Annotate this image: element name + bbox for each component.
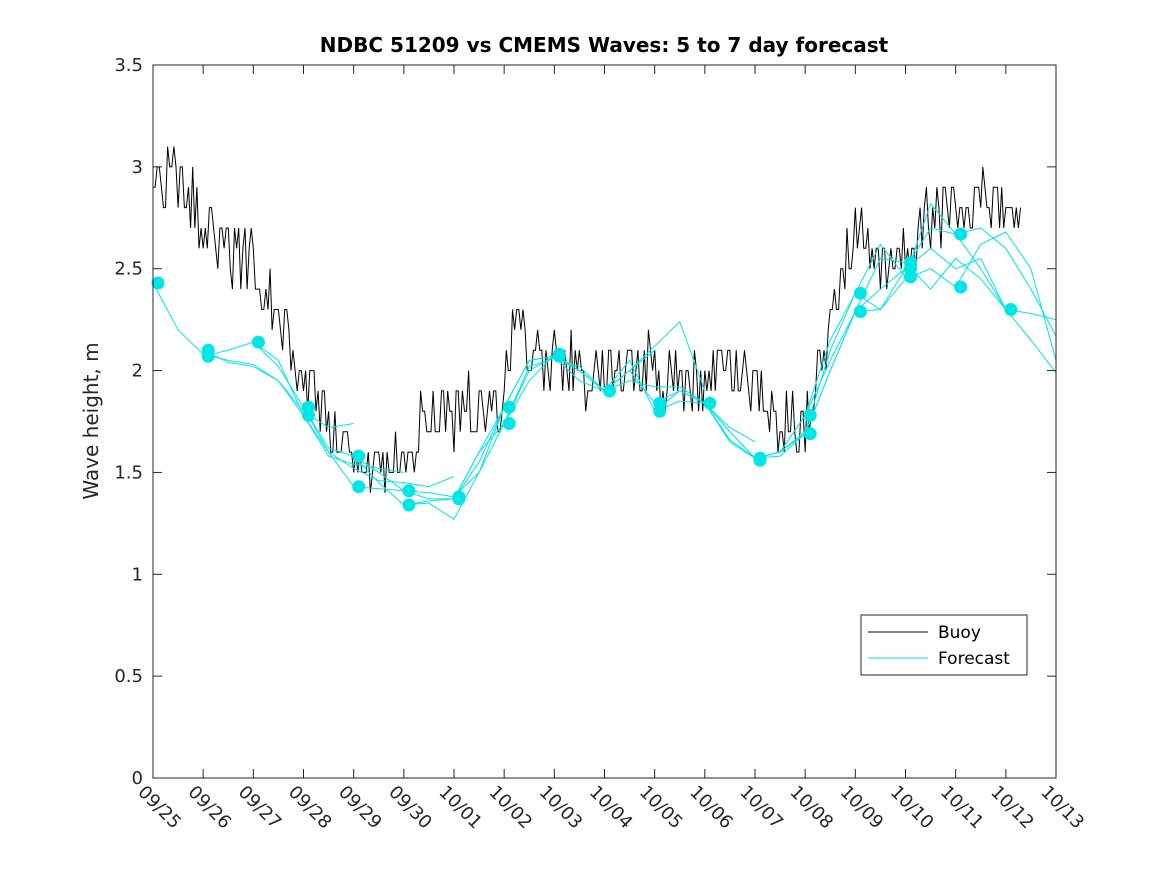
forecast-series-line bbox=[804, 227, 1057, 434]
legend-buoy-label: Buoy bbox=[938, 623, 981, 643]
forecast-start-marker bbox=[452, 492, 466, 506]
forecast-start-marker bbox=[753, 453, 767, 467]
forecast-start-marker bbox=[352, 480, 366, 494]
forecast-start-marker bbox=[653, 404, 667, 418]
forecast-start-marker bbox=[151, 276, 165, 290]
y-tick-label: 3 bbox=[132, 157, 143, 178]
forecast-start-marker bbox=[251, 335, 265, 349]
forecast-start-marker bbox=[904, 270, 917, 284]
y-tick-label: 0 bbox=[132, 768, 143, 789]
forecast-start-marker bbox=[603, 384, 616, 398]
forecast-start-marker bbox=[552, 349, 566, 363]
y-tick-label: 0.5 bbox=[114, 666, 143, 687]
forecast-start-marker bbox=[201, 349, 215, 363]
data-layer bbox=[151, 146, 1057, 520]
forecast-start-marker bbox=[853, 286, 867, 300]
buoy-series-line bbox=[153, 146, 1021, 493]
y-tick-label: 3.5 bbox=[114, 55, 143, 76]
forecast-start-marker bbox=[502, 400, 516, 414]
forecast-start-marker bbox=[402, 498, 416, 512]
y-tick-label: 2 bbox=[132, 361, 143, 382]
forecast-series-line bbox=[503, 357, 756, 443]
legend-box bbox=[860, 614, 1028, 676]
forecast-start-marker bbox=[803, 427, 817, 441]
y-tick-label: 1.5 bbox=[114, 462, 143, 483]
legend-forecast-label: Forecast bbox=[938, 649, 1010, 669]
y-tick-label: 2.5 bbox=[114, 259, 143, 280]
forecast-start-marker bbox=[302, 408, 315, 422]
chart-title: NDBC 51209 vs CMEMS Waves: 5 to 7 day fo… bbox=[320, 33, 889, 57]
forecast-start-marker bbox=[352, 449, 366, 463]
forecast-series-line bbox=[905, 258, 1057, 373]
forecast-start-marker bbox=[853, 305, 867, 318]
forecast-start-marker bbox=[803, 408, 817, 422]
forecast-start-marker bbox=[703, 396, 717, 410]
forecast-start-marker bbox=[1004, 303, 1018, 316]
forecast-start-marker bbox=[402, 484, 416, 498]
forecast-series-line bbox=[604, 292, 856, 459]
y-axis-title: Wave height, m bbox=[79, 342, 103, 499]
axes-box bbox=[152, 64, 1057, 779]
forecast-series-line bbox=[152, 282, 354, 429]
forecast-start-marker bbox=[954, 227, 968, 241]
legend: Buoy Forecast bbox=[860, 614, 1028, 676]
y-tick-labels: 0 0.5 1 1.5 2 2.5 3 3.5 bbox=[114, 55, 143, 789]
forecast-series-line bbox=[704, 203, 957, 459]
forecast-start-marker bbox=[502, 417, 516, 430]
forecast-series-line bbox=[253, 341, 505, 498]
forecast-start-marker bbox=[954, 280, 968, 294]
y-tick-label: 1 bbox=[132, 564, 143, 585]
